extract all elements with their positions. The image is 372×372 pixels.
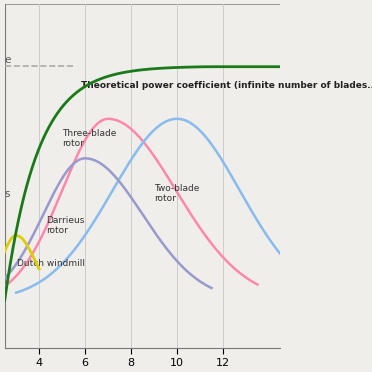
Text: e: e	[4, 55, 10, 64]
Text: Darrieus
rotor: Darrieus rotor	[46, 216, 84, 235]
Text: Three-blade
rotor: Three-blade rotor	[62, 129, 116, 148]
Text: Theoretical power coefficient (infinite number of blades...: Theoretical power coefficient (infinite …	[80, 81, 372, 90]
Text: s: s	[4, 189, 10, 199]
Text: Dutch windmill: Dutch windmill	[17, 259, 85, 268]
Text: Two-blade
rotor: Two-blade rotor	[154, 184, 199, 203]
